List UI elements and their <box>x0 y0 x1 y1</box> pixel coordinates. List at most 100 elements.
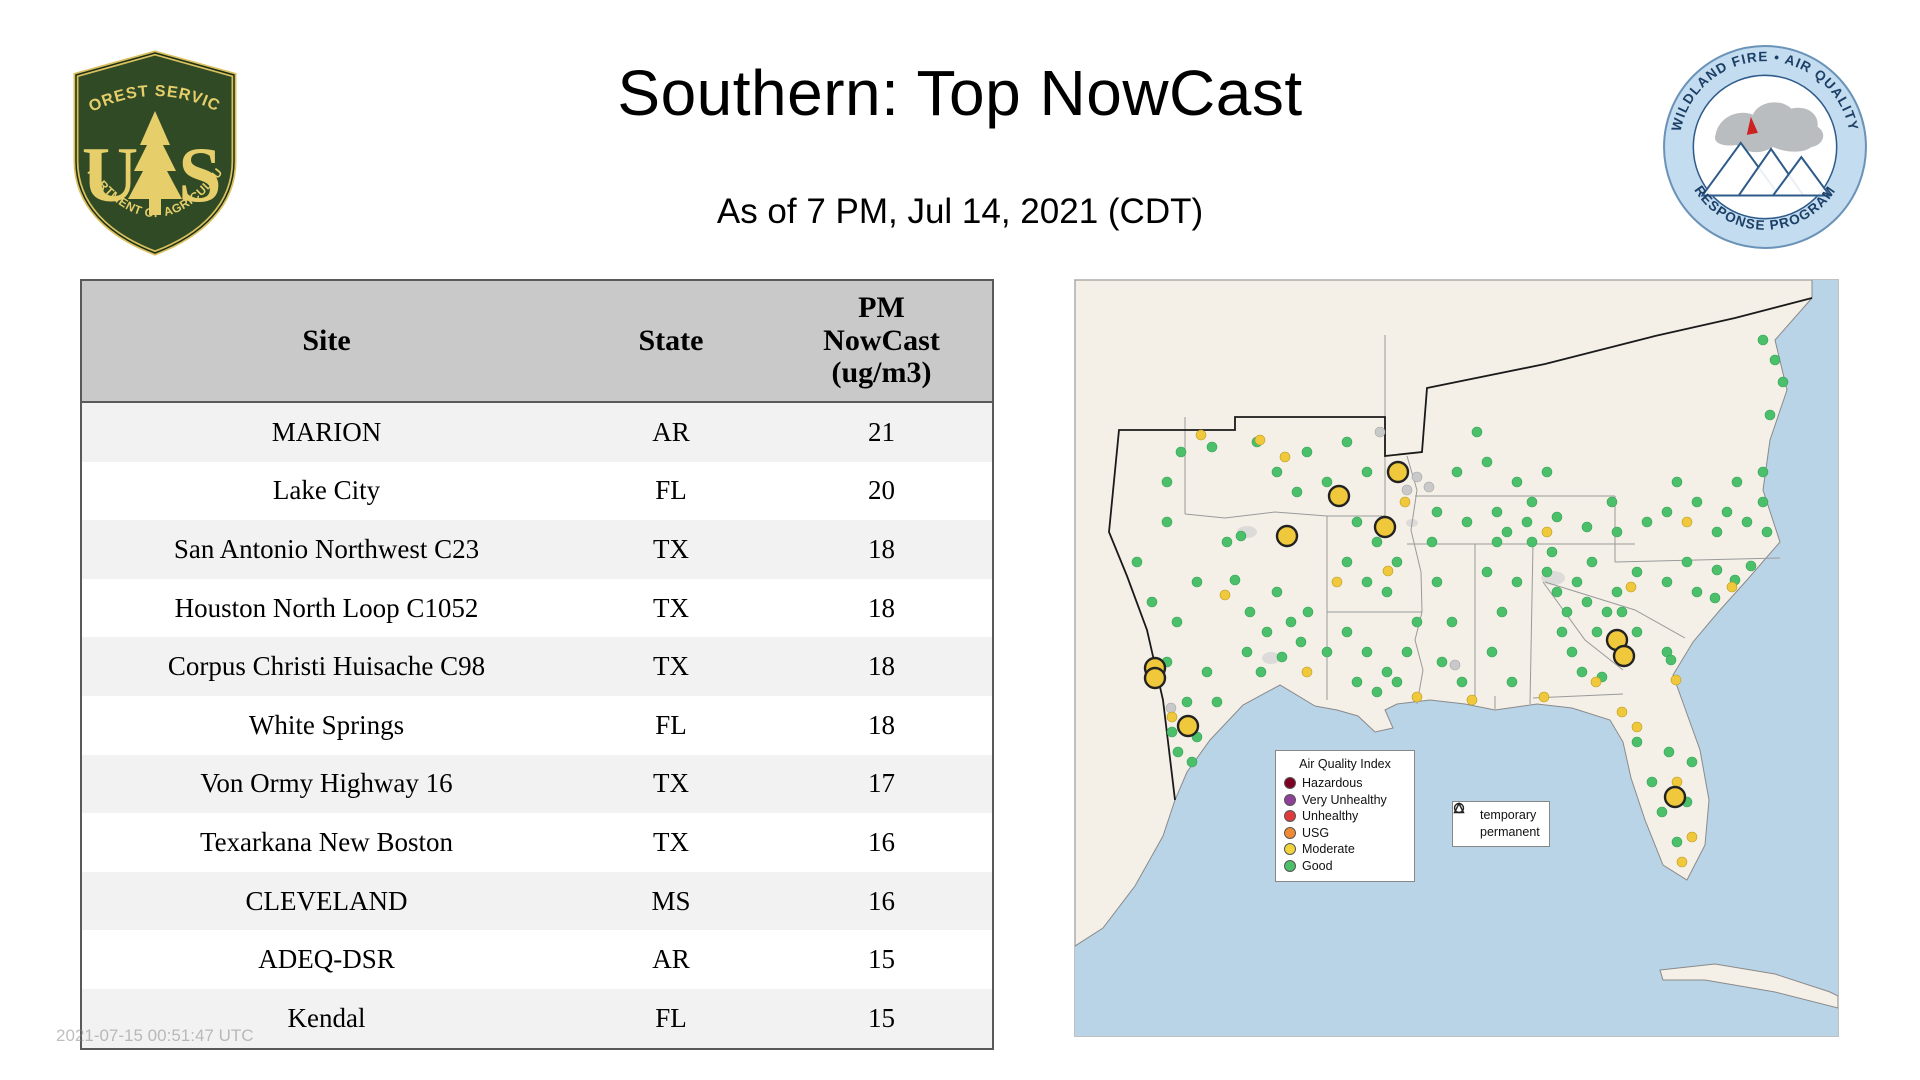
site-cell: San Antonio Northwest C23 <box>173 533 480 564</box>
value-cell: 18 <box>868 533 895 564</box>
monitor-good-dot <box>1541 566 1553 578</box>
monitor-good-dot <box>1501 526 1513 538</box>
value-cell: 21 <box>868 416 895 447</box>
monitor-good-dot <box>1166 726 1178 738</box>
monitor-good-dot <box>1551 511 1563 523</box>
aqi-legend-label: Very Unhealthy <box>1302 792 1387 807</box>
value-cell: 15 <box>868 1002 895 1033</box>
map-cuba <box>1659 963 1838 1009</box>
monitor-good-dot <box>1611 586 1623 598</box>
monitor-good-dot <box>1302 606 1314 618</box>
table-row: Von Ormy Highway 16 TX 17 <box>81 754 993 814</box>
monitor-good-dot <box>1581 596 1593 608</box>
table-row: Houston North Loop C1052 TX 18 <box>81 578 993 638</box>
monitor-good-dot <box>1586 556 1598 568</box>
table-row: ADEQ-DSR AR 15 <box>81 930 993 989</box>
value-cell: 16 <box>868 826 895 857</box>
table-body: MARION AR 21 Lake City FL 20 San Antonio North… <box>81 402 993 1049</box>
monitor-good-dot <box>1761 526 1773 538</box>
monitor-good-dot <box>1631 626 1643 638</box>
table-row: San Antonio Northwest C23 TX 18 <box>81 520 993 579</box>
monitor-good-dot <box>1276 651 1288 663</box>
table-row: Corpus Christi Huisache C98 TX 18 <box>81 637 993 696</box>
monitor-good-dot <box>1461 516 1473 528</box>
monitor-good-dot <box>1757 466 1769 478</box>
site-cell: White Springs <box>248 709 405 740</box>
monitor-good-dot <box>1686 756 1698 768</box>
monitor-good-dot <box>1191 576 1203 588</box>
monitor-good-dot <box>1426 536 1438 548</box>
state-cell: TX <box>653 592 689 623</box>
table-row: MARION AR 21 <box>81 402 993 462</box>
monitor-good-dot <box>1446 616 1458 628</box>
monitor-good-dot <box>1521 516 1533 528</box>
aqi-color-dot <box>1284 843 1296 856</box>
smoke-plume-shape <box>1714 102 1824 153</box>
monitor-good-dot <box>1271 586 1283 598</box>
monitor-good-dot <box>1361 466 1373 478</box>
monitor-good-dot <box>1661 576 1673 588</box>
aqi-color-dot <box>1284 810 1296 823</box>
monitor-good-dot <box>1285 616 1297 628</box>
temporary-monitor-marker <box>1275 524 1299 548</box>
monitor-good-dot <box>1301 446 1313 458</box>
monitor-good-dot <box>1506 676 1518 688</box>
monitor-good-dot <box>1221 536 1233 548</box>
aqi-legend-label: Moderate <box>1302 842 1355 856</box>
value-cell: 18 <box>868 651 895 682</box>
monitor-good-dot <box>1616 606 1628 618</box>
nowcast-table: Site State PM NowCast (ug/m3) MARION AR 21… <box>80 279 994 1050</box>
monitor-good-dot <box>1291 486 1303 498</box>
table-row: Texarkana New Boston TX 16 <box>81 813 993 872</box>
state-cell: FL <box>655 1002 687 1033</box>
monitor-good-dot <box>1351 676 1363 688</box>
monitor-good-dot <box>1541 466 1553 478</box>
monitor-good-dot <box>1371 536 1383 548</box>
col-header-pm: PM NowCast (ug/m3) <box>771 280 993 403</box>
monitor-good-dot <box>1381 586 1393 598</box>
monitor-good-dot <box>1526 536 1538 548</box>
monitor-good-dot <box>1777 376 1789 388</box>
col-header-pm-line3: (ug/m3) <box>831 356 932 390</box>
monitor-good-dot <box>1321 476 1333 488</box>
site-cell: Lake City <box>272 475 381 506</box>
monitor-good-dot <box>1511 476 1523 488</box>
monitor-good-dot <box>1691 496 1703 508</box>
monitor-good-dot <box>1591 626 1603 638</box>
aqi-legend-item: Very Unhealthy <box>1284 792 1406 809</box>
monitor-good-dot <box>1172 746 1184 758</box>
monitor-moderate-dot <box>1538 691 1550 703</box>
monitor-good-dot <box>1255 666 1267 678</box>
monitor-good-dot <box>1451 466 1463 478</box>
monitor-good-dot <box>1391 676 1403 688</box>
map-svg <box>1075 280 1838 1036</box>
aqi-legend-item: Hazardous <box>1284 775 1406 792</box>
monitor-good-dot <box>1721 506 1733 518</box>
value-cell: 16 <box>868 885 895 916</box>
monitor-good-dot <box>1211 696 1223 708</box>
table-row: Lake City FL 20 <box>81 461 993 521</box>
monitor-good-dot <box>1481 566 1493 578</box>
monitor-good-dot <box>1561 606 1573 618</box>
monitor-good-dot <box>1171 616 1183 628</box>
monitor-moderate-dot <box>1671 776 1683 788</box>
monitor-good-dot <box>1186 756 1198 768</box>
monitor-good-dot <box>1671 836 1683 848</box>
temporary-monitor-marker <box>1143 666 1167 690</box>
aqi-legend-label: USG <box>1302 825 1330 840</box>
monitor-good-dot <box>1611 526 1623 538</box>
marker-row-temporary: temporary <box>1453 802 1540 824</box>
monitor-good-dot <box>1556 626 1568 638</box>
site-cell: Texarkana New Boston <box>199 826 454 857</box>
monitor-good-dot <box>1769 354 1781 366</box>
timestamp-watermark: 2021-07-15 00:51:47 UTC <box>56 1026 254 1045</box>
mountain-right-icon <box>1771 155 1832 197</box>
aqi-legend-item: USG <box>1284 825 1406 842</box>
state-cell: FL <box>655 709 687 740</box>
monitor-good-dot <box>1161 516 1173 528</box>
monitor-good-dot <box>1741 516 1753 528</box>
monitor-good-dot <box>1431 576 1443 588</box>
col-header-state: State <box>571 280 771 403</box>
usfs-shield-icon: FOREST SERVICE U S DEPARTMENT OF AGRICUL… <box>60 36 237 256</box>
aqi-legend-item: Moderate <box>1284 841 1406 858</box>
